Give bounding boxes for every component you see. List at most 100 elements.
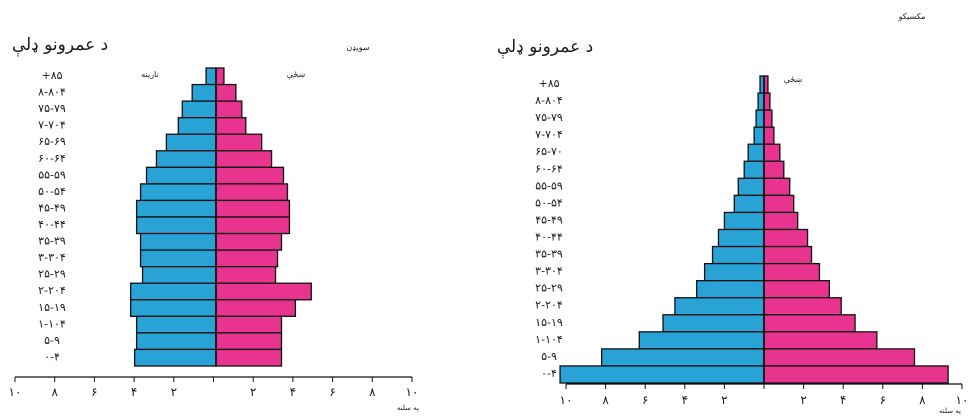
sweden-x-tick-label: ۶ [91, 385, 97, 399]
sweden-female-bar [215, 299, 297, 317]
mexico-x-tick-label: ٢ [721, 393, 727, 407]
sweden-age-group-label: ٣۵-٣٩ [38, 235, 66, 248]
sweden-male-bar [205, 67, 217, 86]
sweden-male-bar [139, 183, 217, 202]
sweden-female-bar [215, 282, 312, 301]
sweden-female-bar [215, 117, 247, 135]
mexico-female-bar [763, 228, 809, 248]
mexico-female-bar [763, 331, 878, 350]
sweden-female-bar [215, 100, 243, 119]
sweden-age-group-label: +٨۵ [41, 69, 62, 82]
sweden-female-bar [215, 249, 279, 268]
mexico-age-group-label: ٣٠-٣۴ [535, 265, 563, 278]
mexico-male-bar [757, 92, 765, 111]
mexico-age-group-label: ۵-٩ [541, 350, 557, 363]
mexico-x-tick-label: ١٠ [560, 393, 573, 407]
sweden-x-tick-label: ۶ [329, 385, 335, 399]
sweden-age-group-label: ١۵-١٩ [38, 301, 66, 314]
sweden-female-bar [215, 150, 273, 168]
mexico-male-bar [717, 228, 765, 248]
sweden-female-bar [215, 216, 291, 235]
mexico-female-bar [763, 177, 791, 197]
sweden-male-bar [129, 299, 217, 317]
mexico-female-bar [763, 92, 771, 111]
mexico-age-group-label: ٢۵-٢٩ [535, 282, 563, 295]
mexico-x-tick-label: ٨ [919, 393, 926, 407]
sweden-age-group-label: ٨٠-٨۴ [38, 86, 66, 99]
sweden-age-group-label: ۴٠-۴۴ [38, 218, 66, 231]
mexico-age-group-label: ۶٠-۶۴ [535, 162, 563, 175]
sweden-age-group-label: ٠-۴ [44, 350, 60, 363]
sweden-female-bar [215, 166, 285, 185]
sweden-female-bar [215, 67, 225, 86]
sweden-age-group-label: ۴۵-۴٩ [38, 201, 66, 214]
sweden-male-bar [177, 117, 217, 135]
sweden-male-label: نارینه [141, 70, 158, 79]
mexico-x-tick-label: ۴ [682, 393, 688, 407]
mexico-female-bar [763, 194, 795, 214]
mexico-x-tick-label: ۴ [840, 393, 846, 407]
sweden-male-bar [129, 282, 217, 301]
sweden-pyramid: +٨۵٨٠-٨۴٧۵-٧٩٧٠-٧۴۶۵-۶٩۶٠-۶۴۵۵-۵٩۵٠-۵۴۴۵… [9, 35, 419, 412]
mexico-female-bar [763, 109, 773, 128]
mexico-x-tick-label: ٨ [602, 393, 609, 407]
sweden-male-bar [135, 216, 217, 235]
sweden-x-tick-label: ۴ [131, 385, 137, 399]
sweden-x-tick-label: ۴ [290, 385, 296, 399]
sweden-age-group-label: ٢۵-٢٩ [38, 268, 66, 281]
sweden-female-bar [215, 199, 291, 218]
mexico-age-group-label: ۵۵-۵٩ [535, 179, 563, 192]
mexico-male-bar [733, 194, 765, 214]
sweden-male-bar [191, 83, 217, 102]
mexico-female-bar [763, 126, 775, 145]
sweden-age-group-label: ٢٠-٢۴ [38, 284, 66, 297]
mexico-male-bar [674, 297, 765, 316]
sweden-female-bar [215, 315, 283, 334]
mexico-female-bar [763, 211, 799, 231]
mexico-country-title: مکسیکو [898, 12, 926, 21]
mexico-male-bar [696, 280, 765, 299]
mexico-age-group-label: ٢٠-٢۴ [535, 299, 563, 312]
mexico-male-bar [703, 262, 765, 282]
sweden-male-bar [145, 166, 217, 185]
mexico-female-bar [763, 314, 856, 333]
mexico-x-tick-label: ١٠ [956, 393, 968, 407]
sweden-male-bar [139, 232, 217, 251]
sweden-x-tick-label: ٢ [171, 385, 177, 399]
mexico-male-bar [711, 245, 765, 265]
mexico-x-tick-label: ٢ [800, 393, 806, 407]
sweden-male-bar [181, 100, 217, 119]
sweden-x-tick-label: ٢ [250, 385, 256, 399]
sweden-age-group-label: ۶٠-۶۴ [38, 152, 66, 165]
mexico-female-bar [763, 365, 949, 384]
mexico-age-group-label: ٧٠-٧۴ [535, 128, 563, 141]
sweden-male-bar [135, 199, 217, 218]
mexico-male-bar [753, 126, 765, 145]
mexico-age-group-label: +٨۵ [538, 77, 559, 90]
mexico-age-group-label: ٣۵-٣٩ [535, 248, 563, 261]
mexico-x-axis-label: په سلنه [939, 407, 961, 415]
sweden-age-group-label: ۵۵-۵٩ [38, 168, 66, 181]
sweden-female-bar [215, 133, 263, 152]
mexico-male-bar [638, 331, 765, 350]
mexico-male-bar [600, 348, 765, 367]
mexico-male-bar [747, 143, 765, 162]
sweden-male-bar [135, 315, 217, 334]
mexico-female-bar [763, 245, 813, 265]
sweden-age-group-label: ۶۵-۶٩ [38, 135, 66, 148]
sweden-age-group-label: ٧٠-٧۴ [38, 119, 66, 132]
mexico-female-bar [763, 280, 830, 299]
mexico-male-bar [755, 109, 765, 128]
mexico-female-label: ښځې [784, 75, 803, 85]
mexico-age-group-label: ۴٠-۴۴ [535, 231, 563, 244]
mexico-pyramid: +٨۵٨٠-٨۴٧۵-٧٩٧٠-٧۴۶۵-٧٠۶٠-۶۴۵۵-۵٩۵٠-۵۴۴۵… [497, 12, 968, 415]
sweden-age-group-label: ۵-٩ [44, 334, 60, 347]
sweden-female-bar [215, 183, 289, 202]
mexico-female-bar [763, 348, 916, 367]
sweden-x-tick-label: ٨ [51, 385, 58, 399]
mexico-age-group-label: ۴۵-۴٩ [535, 213, 563, 226]
sweden-age-group-label: ۵٠-۵۴ [38, 185, 66, 198]
mexico-male-bar [737, 177, 765, 197]
sweden-male-bar [155, 150, 217, 168]
